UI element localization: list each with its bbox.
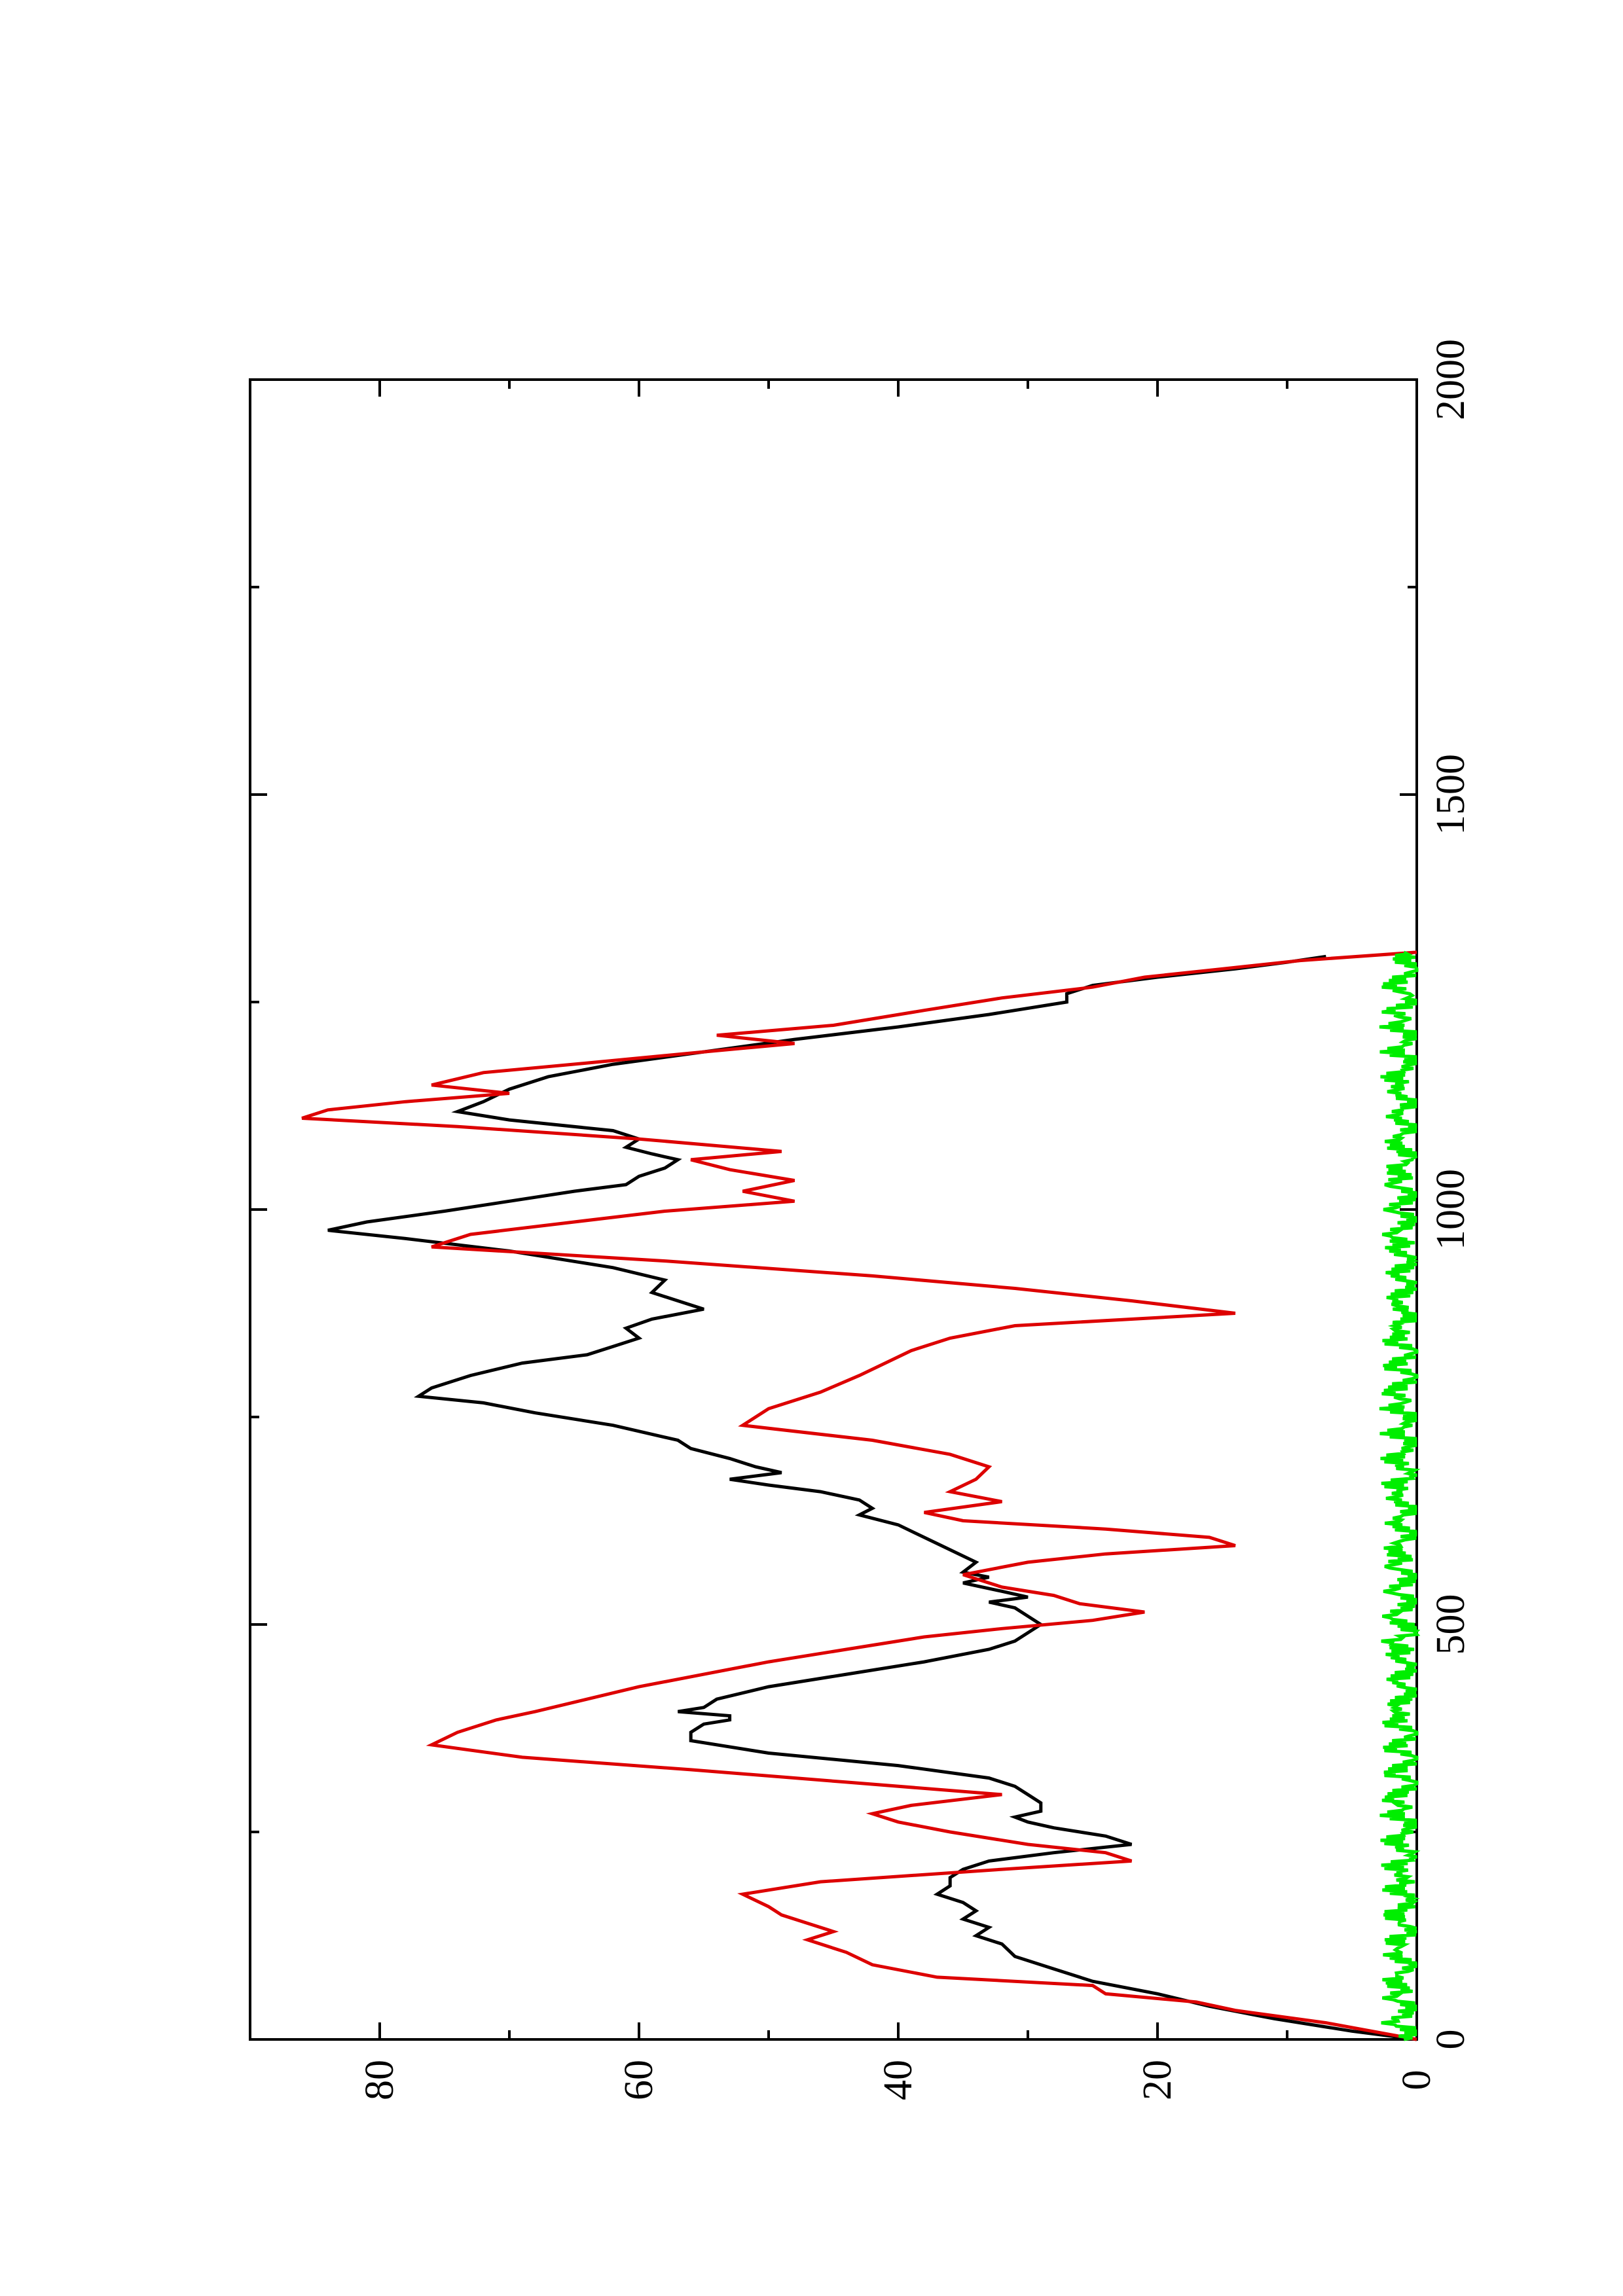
x-tick-label: 1000 [1429,1169,1473,1250]
series-layer [301,950,1421,2041]
y-axis-tick-labels: 0 20 40 60 80 [357,2060,1439,2100]
series-line-3 [1379,950,1421,2041]
x-tick-label: 500 [1429,1594,1473,1655]
x-tick-label: 1500 [1429,754,1473,835]
plot-frame [249,378,1418,2041]
x-tick-label: 2000 [1429,339,1473,420]
series-line-1 [327,954,1417,2041]
series-line-2 [301,950,1417,2041]
y-tick-label: 40 [876,2060,921,2100]
axis-ticks [250,378,1418,2041]
x-tick-label: 0 [1429,2030,1473,2050]
y-tick-label: 60 [617,2060,661,2100]
x-axis-tick-labels: 0 500 1000 1500 2000 [1429,339,1473,2050]
y-tick-label: 0 [1395,2070,1439,2090]
y-tick-label: 20 [1135,2060,1180,2100]
y-tick-label: 80 [357,2060,402,2100]
